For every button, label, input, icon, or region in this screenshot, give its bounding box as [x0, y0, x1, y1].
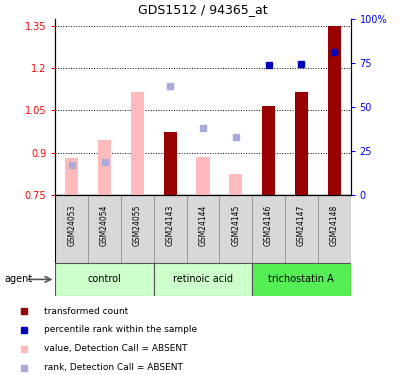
Bar	[186, 195, 219, 262]
Text: agent: agent	[4, 274, 32, 284]
Bar	[163, 132, 176, 195]
Bar	[252, 195, 284, 262]
Text: GSM24053: GSM24053	[67, 205, 76, 246]
Text: rank, Detection Call = ABSENT: rank, Detection Call = ABSENT	[43, 363, 182, 372]
Bar	[219, 195, 252, 262]
Text: value, Detection Call = ABSENT: value, Detection Call = ABSENT	[43, 344, 187, 353]
Bar	[294, 92, 307, 195]
Text: GSM24144: GSM24144	[198, 205, 207, 246]
Title: GDS1512 / 94365_at: GDS1512 / 94365_at	[138, 3, 267, 16]
Bar	[196, 157, 209, 195]
Text: retinoic acid: retinoic acid	[173, 274, 232, 284]
Bar	[130, 92, 144, 195]
Text: percentile rank within the sample: percentile rank within the sample	[43, 326, 196, 334]
Text: GSM24146: GSM24146	[263, 205, 272, 246]
Text: GSM24148: GSM24148	[329, 205, 338, 246]
Bar	[229, 174, 242, 195]
Bar	[55, 262, 153, 296]
Bar	[98, 140, 111, 195]
Bar	[284, 195, 317, 262]
Text: GSM24147: GSM24147	[296, 205, 305, 246]
Text: control: control	[88, 274, 121, 284]
Bar	[261, 106, 274, 195]
Bar	[153, 195, 186, 262]
Text: trichostatin A: trichostatin A	[268, 274, 333, 284]
Text: GSM24054: GSM24054	[100, 205, 109, 246]
Bar	[317, 195, 350, 262]
Bar	[55, 195, 88, 262]
Bar	[153, 262, 252, 296]
Bar	[88, 195, 121, 262]
Bar	[65, 158, 78, 195]
Text: transformed count: transformed count	[43, 307, 128, 316]
Text: GSM24145: GSM24145	[231, 205, 240, 246]
Bar	[121, 195, 153, 262]
Bar	[327, 26, 340, 195]
Bar	[252, 262, 350, 296]
Text: GSM24055: GSM24055	[133, 205, 142, 246]
Text: GSM24143: GSM24143	[165, 205, 174, 246]
